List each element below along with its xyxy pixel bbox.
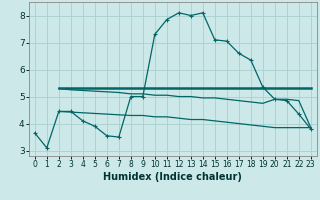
X-axis label: Humidex (Indice chaleur): Humidex (Indice chaleur): [103, 172, 242, 182]
